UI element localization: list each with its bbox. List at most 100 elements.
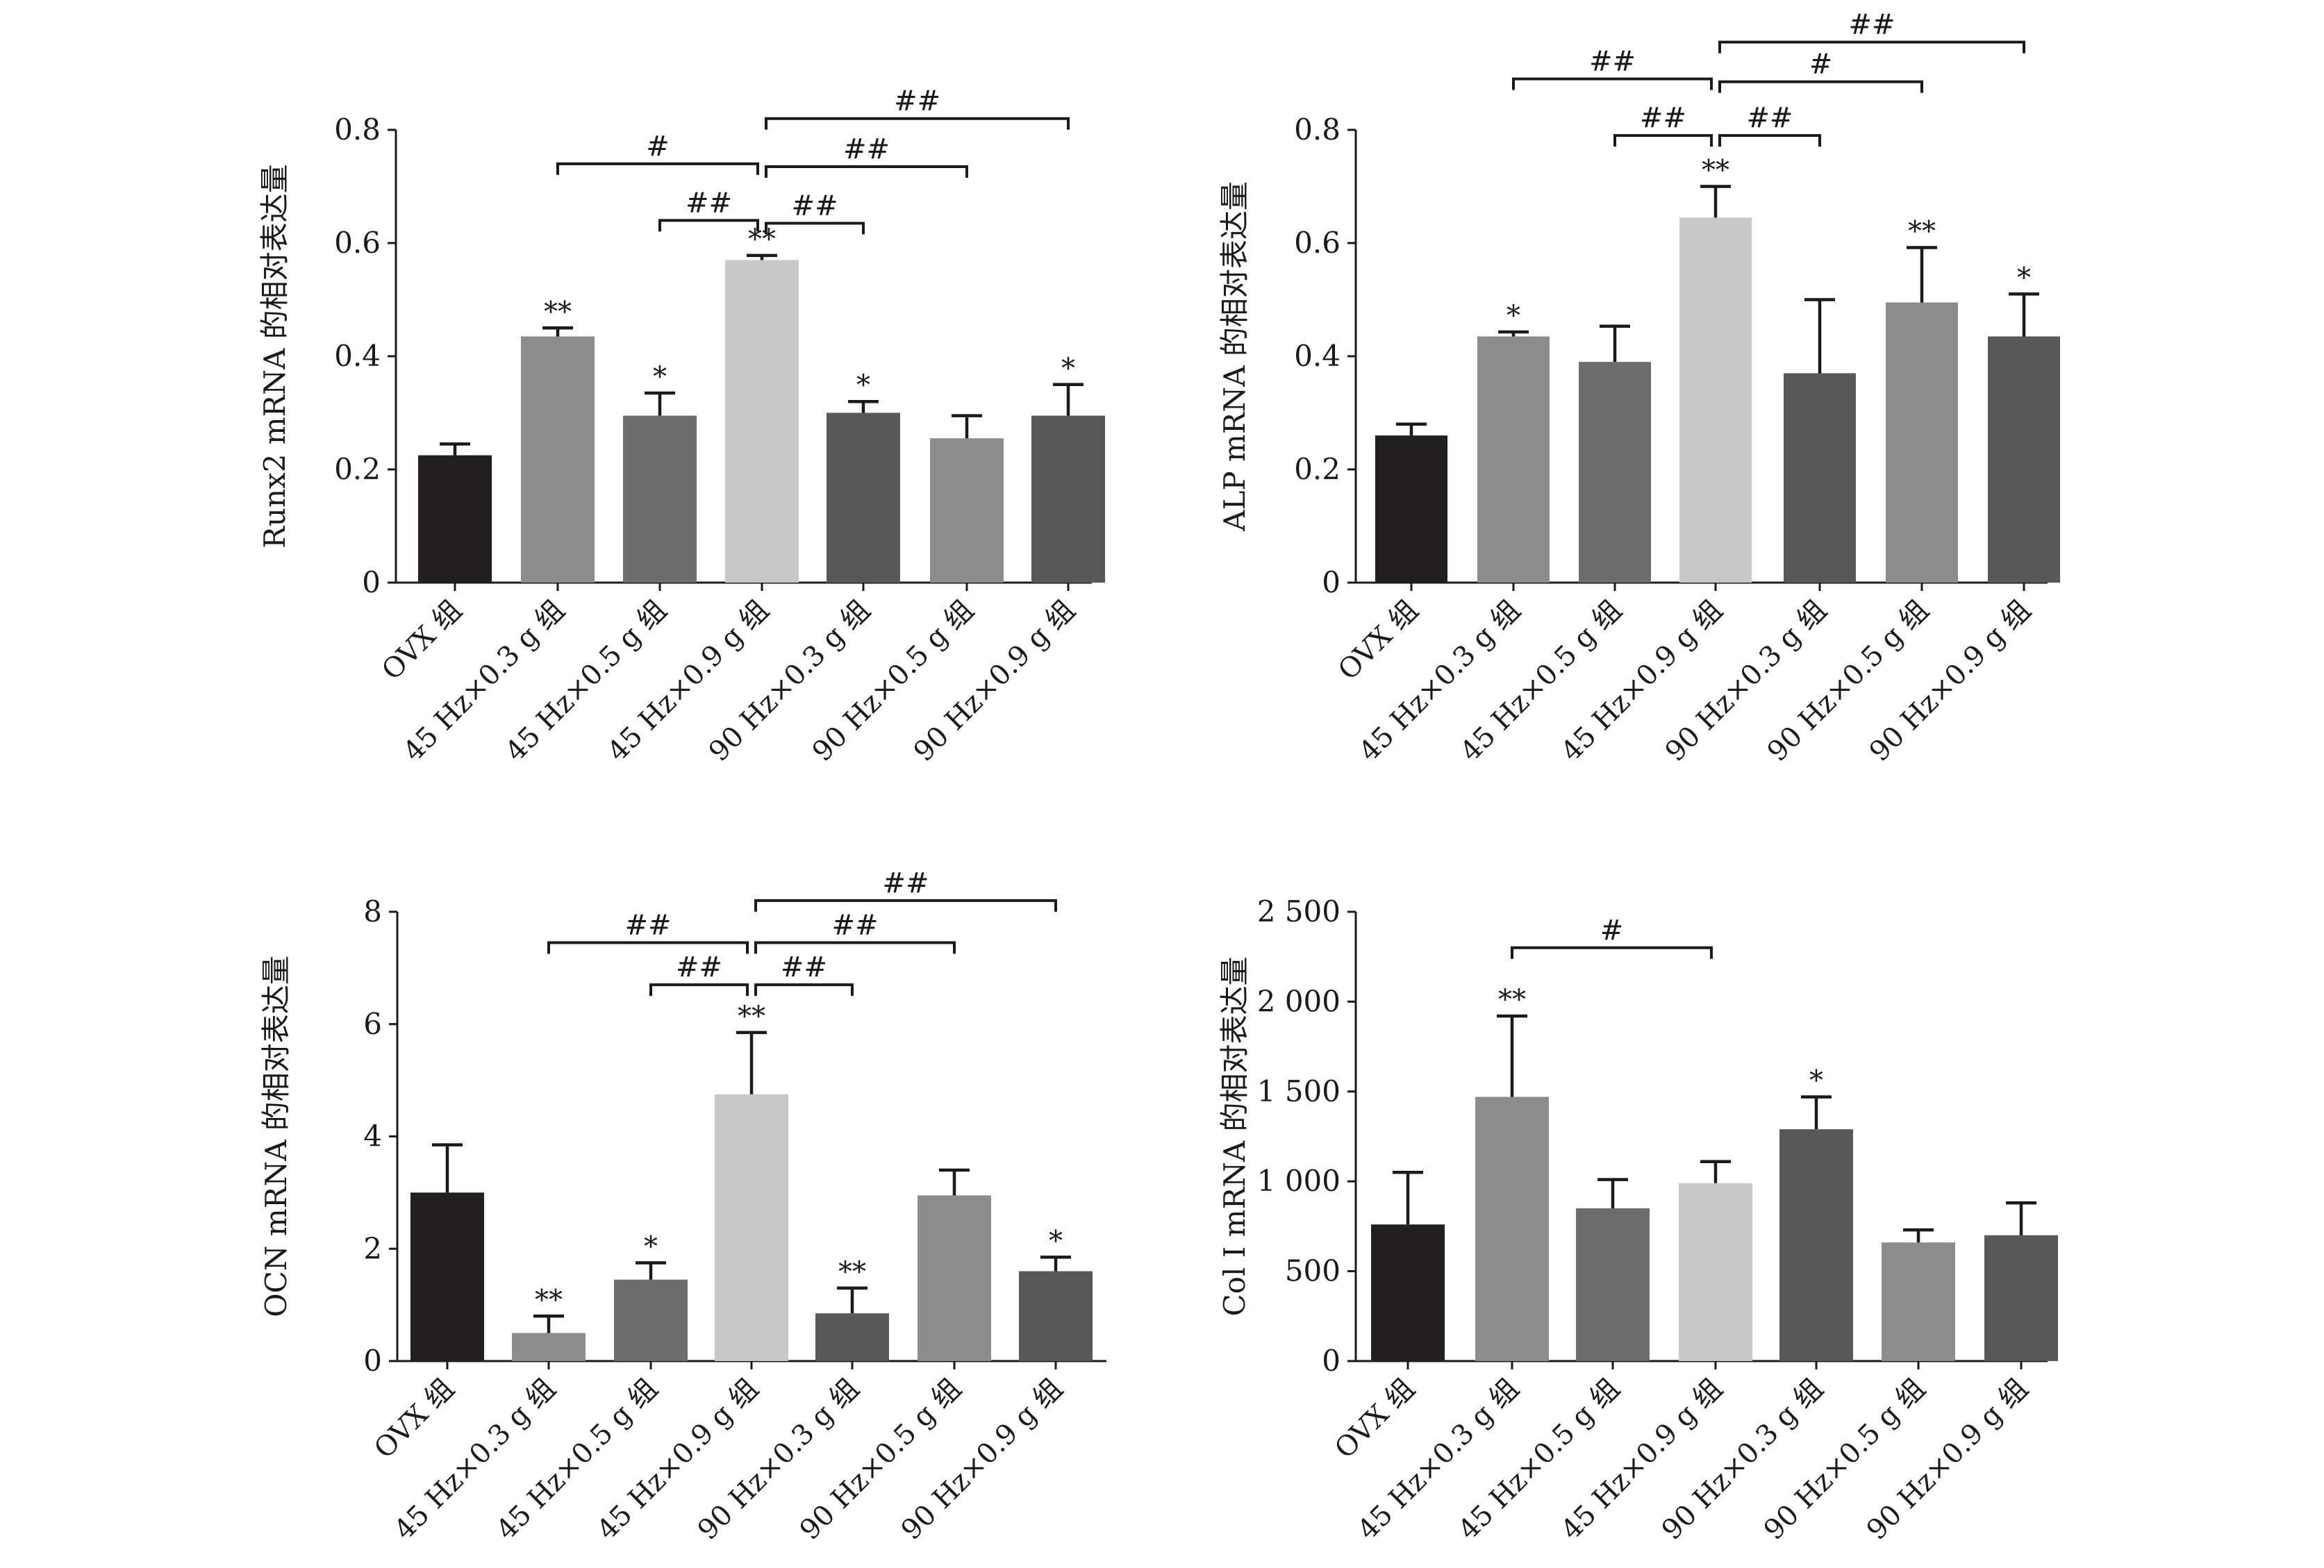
bar xyxy=(1019,1271,1093,1361)
bracket-label: ## xyxy=(831,909,878,941)
bar xyxy=(827,412,900,583)
y-tick-label: 0 xyxy=(362,565,381,599)
bar xyxy=(1375,435,1447,583)
bracket-label: # xyxy=(646,131,670,162)
significance-bracket xyxy=(765,222,865,235)
significance-bracket xyxy=(765,117,1070,130)
y-tick-label: 8 xyxy=(363,894,382,928)
bracket-label: ## xyxy=(894,85,940,117)
bar xyxy=(521,336,595,583)
significance-star: ** xyxy=(748,224,776,256)
significance-bracket xyxy=(1718,134,1821,147)
y-tick-label: 0.6 xyxy=(1294,226,1341,260)
y-tick-label: 2 000 xyxy=(1257,984,1341,1018)
significance-star: * xyxy=(1049,1225,1063,1257)
bracket-label: ## xyxy=(1640,102,1686,134)
significance-bracket xyxy=(765,165,968,178)
bracket-label: # xyxy=(1600,915,1624,946)
bracket-label: ## xyxy=(1589,46,1636,78)
bar xyxy=(410,1192,484,1361)
bar xyxy=(1882,1242,1955,1361)
significance-bracket xyxy=(754,983,854,996)
bar xyxy=(1371,1224,1445,1361)
significance-star: * xyxy=(856,369,870,401)
bar xyxy=(1679,1183,1752,1361)
significance-bracket xyxy=(658,219,759,232)
significance-star: * xyxy=(1061,353,1075,385)
significance-star: * xyxy=(644,1231,658,1262)
y-tick-label: 4 xyxy=(363,1119,382,1153)
y-axis-label: Runx2 mRNA 的相对表达量 xyxy=(258,164,292,548)
bar xyxy=(1576,1208,1650,1361)
y-tick-label: 2 xyxy=(363,1231,382,1265)
category-label: OVX 组 xyxy=(1329,1373,1421,1465)
bar xyxy=(1031,415,1105,583)
significance-star: ** xyxy=(1908,216,1936,248)
y-tick-label: 0 xyxy=(1322,565,1341,599)
bracket-label: ## xyxy=(882,867,929,899)
y-tick-label: 0.2 xyxy=(1294,452,1341,486)
bar xyxy=(512,1333,586,1361)
bar xyxy=(1988,336,2060,583)
y-tick-label: 0.8 xyxy=(334,112,381,147)
y-tick-label: 0.8 xyxy=(1294,112,1341,147)
bracket-label: ## xyxy=(791,190,838,222)
significance-star: * xyxy=(653,361,667,393)
y-axis-label: Col I mRNA 的相对表达量 xyxy=(1218,956,1252,1316)
bar xyxy=(1579,362,1651,583)
bracket-label: # xyxy=(1809,49,1833,81)
bar xyxy=(1779,1129,1853,1361)
bar xyxy=(918,1195,991,1361)
bar xyxy=(1784,373,1856,583)
bracket-label: ## xyxy=(1746,102,1793,134)
y-tick-label: 0.2 xyxy=(334,452,381,486)
significance-star: * xyxy=(2017,262,2031,294)
significance-bracket xyxy=(556,162,759,175)
significance-star: ** xyxy=(1498,984,1526,1016)
significance-bracket xyxy=(1613,134,1713,147)
bar xyxy=(1679,217,1752,583)
bar xyxy=(715,1094,788,1361)
bar xyxy=(930,438,1004,583)
y-tick-label: 6 xyxy=(363,1007,382,1041)
y-tick-label: 0.6 xyxy=(334,226,381,260)
significance-bracket xyxy=(1718,40,2025,53)
bar xyxy=(1984,1235,2058,1361)
y-axis-label: ALP mRNA 的相对表达量 xyxy=(1218,181,1252,532)
bar xyxy=(623,415,697,583)
significance-bracket xyxy=(1512,77,1713,90)
bar xyxy=(725,260,799,583)
y-tick-label: 1 500 xyxy=(1257,1074,1341,1108)
significance-star: ** xyxy=(838,1256,866,1288)
significance-bracket xyxy=(649,983,749,996)
significance-bracket xyxy=(754,899,1057,912)
bracket-label: ## xyxy=(676,951,722,983)
y-tick-label: 0 xyxy=(363,1344,382,1378)
significance-star: * xyxy=(1507,300,1520,332)
category-label: OVX 组 xyxy=(1332,594,1425,687)
bar xyxy=(815,1313,889,1361)
y-tick-label: 1 000 xyxy=(1257,1164,1341,1198)
bracket-label: ## xyxy=(781,951,827,983)
significance-star: ** xyxy=(1702,155,1729,187)
y-tick-label: 500 xyxy=(1285,1254,1341,1288)
bracket-label: ## xyxy=(686,187,732,219)
y-tick-label: 2 500 xyxy=(1257,894,1341,928)
significance-bracket xyxy=(547,941,749,954)
y-tick-label: 0 xyxy=(1322,1344,1341,1378)
y-tick-label: 0.4 xyxy=(334,339,381,373)
y-tick-label: 0.4 xyxy=(1294,339,1341,373)
significance-star: * xyxy=(1809,1065,1823,1097)
category-label: OVX 组 xyxy=(376,594,468,687)
y-axis-label: OCN mRNA 的相对表达量 xyxy=(259,956,293,1317)
bar xyxy=(1475,1096,1549,1361)
bracket-label: ## xyxy=(624,909,671,941)
bar xyxy=(614,1279,688,1361)
bar xyxy=(1477,336,1550,583)
significance-star: ** xyxy=(738,1001,765,1033)
bar xyxy=(1886,302,1958,583)
